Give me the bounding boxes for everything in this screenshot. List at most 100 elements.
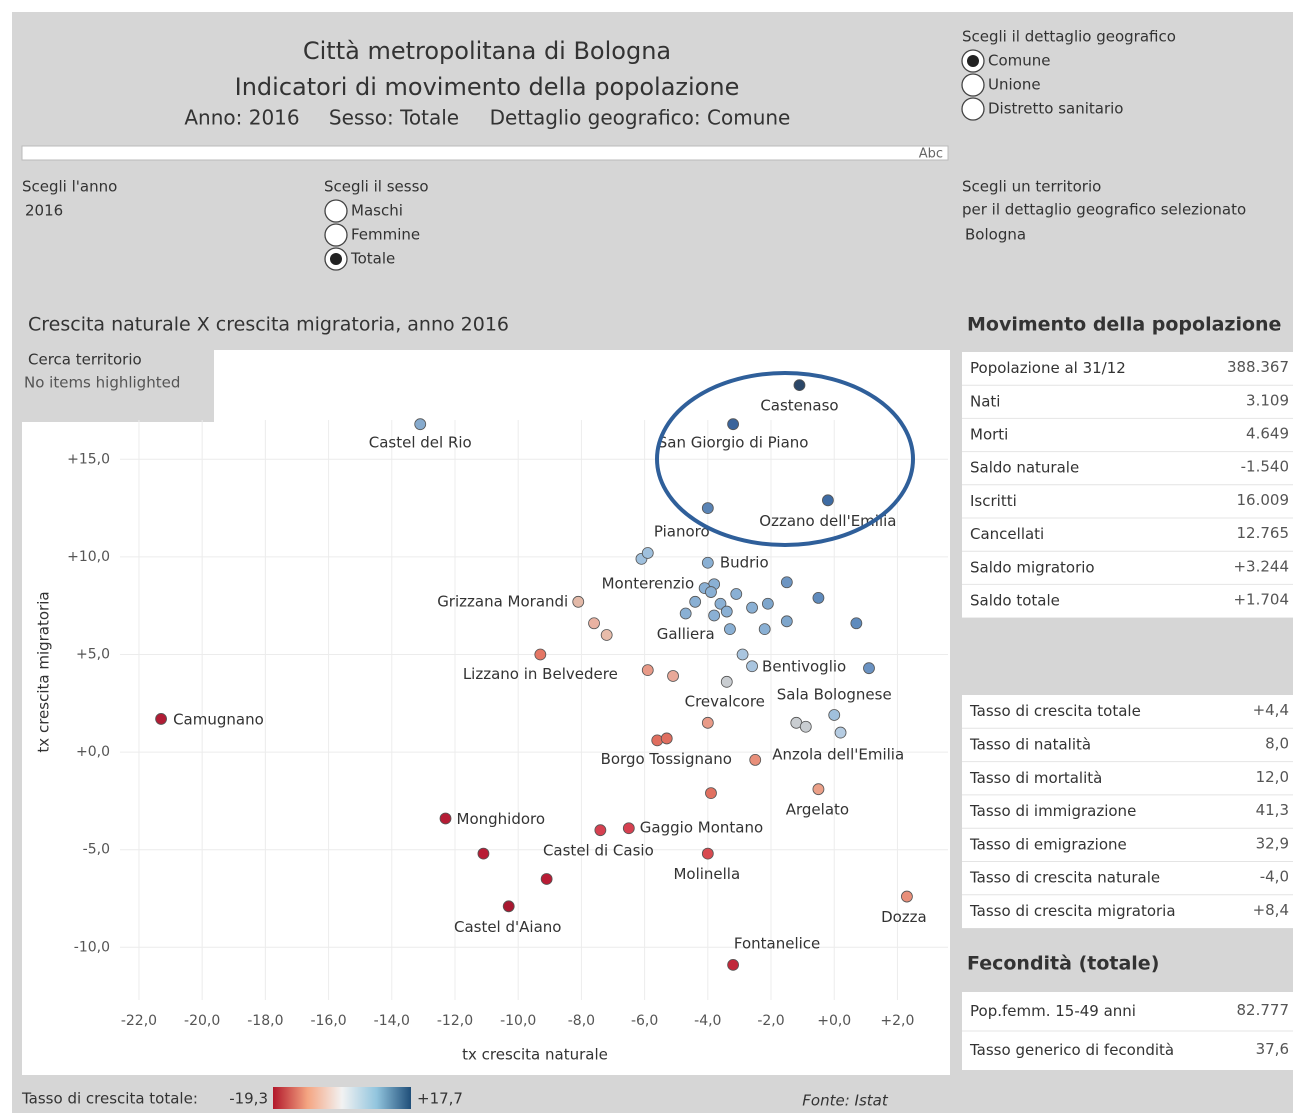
point[interactable] (850, 617, 863, 630)
point[interactable] (701, 847, 714, 860)
point[interactable] (720, 675, 733, 688)
point[interactable] (705, 586, 717, 598)
point[interactable] (730, 588, 743, 600)
point-label: Budrio (720, 553, 769, 571)
point-label: Bentivoglio (762, 658, 846, 676)
point[interactable] (828, 709, 841, 721)
point-label: Castel d'Aiano (454, 918, 561, 936)
point[interactable] (534, 648, 547, 661)
point[interactable] (477, 847, 490, 860)
year-value[interactable]: 2016 (25, 202, 63, 220)
row-value: 8,0 (1265, 734, 1289, 752)
point[interactable] (708, 609, 721, 622)
row-label: Saldo naturale (970, 459, 1079, 477)
radio-label[interactable]: Femmine (351, 226, 420, 244)
point[interactable] (720, 605, 733, 618)
point[interactable] (679, 607, 692, 620)
x-tick-label: +0,0 (817, 1013, 851, 1029)
search-status[interactable]: No items highlighted (24, 374, 180, 392)
point[interactable] (863, 662, 875, 675)
point[interactable] (572, 595, 585, 608)
title: Città metropolitana di Bologna (303, 37, 671, 65)
row-value: +3.244 (1233, 557, 1289, 575)
point[interactable] (701, 716, 714, 729)
filter-summary: Dettaglio geografico: Comune (490, 106, 791, 130)
point[interactable] (705, 787, 717, 799)
row-value: 16.009 (1237, 491, 1290, 509)
territory-label: per il dettaglio geografico selezionato (962, 201, 1246, 219)
point[interactable] (727, 958, 739, 971)
point[interactable] (594, 824, 607, 837)
point[interactable] (667, 670, 679, 682)
point[interactable] (901, 890, 913, 903)
point[interactable] (746, 601, 758, 614)
x-tick-label: -6,0 (631, 1013, 658, 1029)
point[interactable] (714, 597, 727, 610)
point[interactable] (736, 648, 749, 661)
color-bar (273, 1087, 411, 1109)
row-label: Tasso di immigrazione (969, 802, 1136, 820)
radio[interactable] (324, 223, 348, 247)
point[interactable] (660, 732, 673, 745)
legend-min: -19,3 (229, 1090, 268, 1108)
point[interactable] (622, 822, 635, 835)
point[interactable] (540, 873, 553, 885)
radio[interactable] (961, 97, 985, 121)
x-tick-label: -12,0 (437, 1013, 473, 1029)
territory-value[interactable]: Bologna (965, 226, 1026, 244)
point[interactable] (799, 720, 812, 733)
point-label: Anzola dell'Emilia (772, 745, 904, 763)
radio-label[interactable]: Unione (988, 76, 1041, 94)
point[interactable] (724, 623, 736, 636)
point[interactable] (502, 900, 515, 913)
point[interactable] (641, 664, 654, 677)
point[interactable] (780, 576, 793, 589)
radio-label[interactable]: Comune (988, 52, 1051, 70)
search-box[interactable] (21, 145, 949, 161)
row-value: 32,9 (1256, 834, 1289, 852)
row-value: 4.649 (1246, 425, 1289, 443)
radio-dot (967, 55, 979, 67)
row-value: 41,3 (1256, 801, 1289, 819)
point[interactable] (822, 494, 834, 507)
point-label: Monghidoro (457, 810, 546, 828)
row-value: +4,4 (1253, 701, 1289, 719)
point[interactable] (746, 660, 758, 673)
search-placeholder: Abc (919, 147, 943, 162)
point[interactable] (812, 591, 825, 604)
point[interactable] (651, 734, 664, 747)
radio[interactable] (324, 199, 348, 223)
point[interactable] (834, 726, 847, 739)
radio-label[interactable]: Distretto sanitario (988, 100, 1123, 118)
radio-label[interactable]: Totale (350, 250, 395, 268)
point[interactable] (701, 502, 714, 515)
point[interactable] (600, 629, 613, 641)
point-label: Fontanelice (734, 934, 820, 952)
point[interactable] (439, 812, 452, 825)
point[interactable] (749, 754, 762, 766)
point[interactable] (414, 418, 427, 431)
point[interactable] (689, 595, 702, 608)
row-label: Pop.femm. 15-49 anni (970, 1002, 1136, 1020)
point[interactable] (758, 623, 771, 636)
point[interactable] (641, 547, 654, 559)
x-tick-label: -22,0 (121, 1013, 157, 1029)
point[interactable] (793, 379, 806, 392)
row-value: 12,0 (1256, 768, 1289, 786)
point[interactable] (780, 615, 793, 628)
radio[interactable] (961, 73, 985, 97)
point[interactable] (761, 597, 774, 610)
point-label: Grizzana Morandi (437, 592, 568, 610)
point-label: Ozzano dell'Emilia (759, 512, 896, 530)
row-label: Iscritti (970, 492, 1017, 510)
table-title: Movimento della popolazione (967, 314, 1281, 336)
point[interactable] (588, 617, 600, 630)
point[interactable] (701, 556, 714, 569)
point[interactable] (727, 418, 739, 431)
point[interactable] (812, 783, 825, 796)
point[interactable] (155, 713, 167, 725)
sex-label: Scegli il sesso (324, 178, 429, 196)
radio-label[interactable]: Maschi (351, 202, 403, 220)
row-label: Popolazione al 31/12 (970, 359, 1126, 377)
